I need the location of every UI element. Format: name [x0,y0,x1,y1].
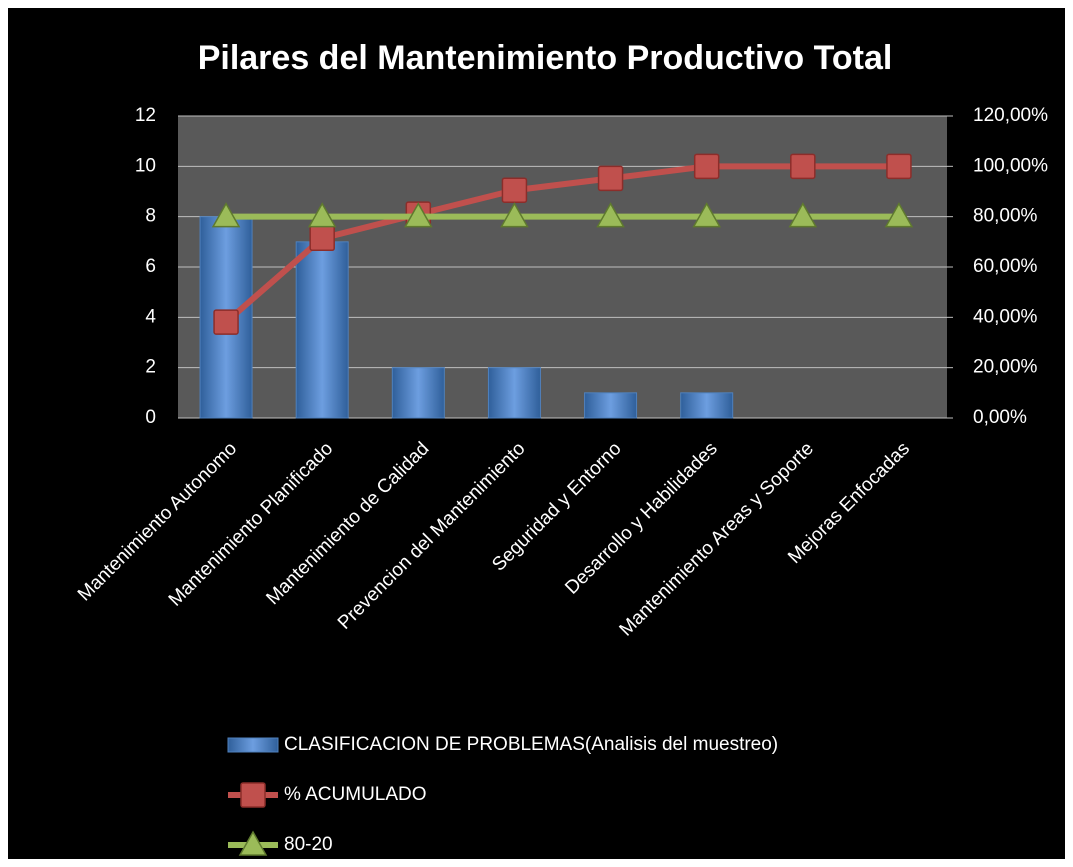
marker [788,202,818,228]
y-tick-label: 6 [145,256,156,277]
marker [886,153,912,180]
legend-marker [238,830,268,856]
y2-tick-label: 80,00% [973,206,1038,227]
y2-tick-label: 0,00% [973,407,1027,428]
legend-swatch [227,737,279,753]
marker [501,177,528,203]
bar [295,241,349,419]
y-tick-label: 8 [145,206,156,227]
y-tick-label: 12 [135,105,156,126]
marker [597,165,624,192]
marker [692,202,721,228]
bar [680,392,734,419]
y2-tick-label: 20,00% [973,357,1038,378]
y2-tick-label: 100,00% [973,155,1048,176]
line [224,163,899,325]
y-tick-label: 4 [145,306,156,327]
marker [404,202,433,228]
marker [596,202,625,228]
marker [211,202,241,228]
y2-tick-label: 40,00% [973,306,1038,327]
bar [391,367,445,419]
legend-label: % ACUMULADO [284,784,427,805]
marker [309,225,335,252]
y2-tick-label: 60,00% [973,256,1038,277]
y2-tick-label: 120,00% [973,105,1048,126]
y-tick-label: 10 [135,155,156,176]
legend-label: 80-20 [284,834,333,855]
bar [584,392,638,419]
marker [500,202,529,228]
legend-label: CLASIFICACION DE PROBLEMAS(Analisis del … [284,734,778,755]
chart-title: Pilares del Mantenimiento Productivo Tot… [198,39,893,77]
marker [307,202,337,228]
y-tick-label: 0 [145,407,156,428]
legend-marker [240,782,266,808]
marker [884,202,914,228]
y-tick-label: 2 [145,357,156,378]
marker [790,153,816,180]
bar [487,367,541,419]
marker [693,153,720,180]
marker [213,309,239,335]
